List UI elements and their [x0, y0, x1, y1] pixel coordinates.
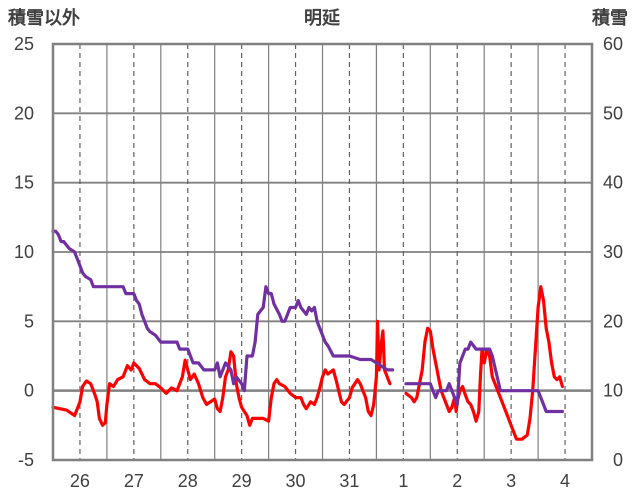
series-line-right	[404, 340, 565, 414]
left-tick-label: 5	[24, 311, 34, 331]
x-tick-label: 28	[178, 471, 198, 491]
left-axis-title: 積雪以外	[7, 7, 80, 28]
left-tick-label: 20	[14, 103, 34, 123]
x-tick-label: 3	[506, 471, 516, 491]
x-tick-label: 4	[560, 471, 570, 491]
left-tick-label: 10	[14, 242, 34, 262]
right-axis-title: 積雪	[591, 7, 628, 28]
plot-area-border	[51, 42, 594, 462]
left-tick-label: 25	[14, 34, 34, 54]
left-tick-label: 0	[24, 381, 34, 401]
x-tick-label: 29	[232, 471, 252, 491]
left-tick-label: 15	[14, 173, 34, 193]
left-tick-label: -5	[18, 450, 34, 470]
right-tick-label: 30	[603, 242, 623, 262]
x-tick-label: 31	[339, 471, 359, 491]
right-tick-label: 20	[603, 311, 623, 331]
right-tick-label: 40	[603, 173, 623, 193]
x-tick-label: 2	[452, 471, 462, 491]
series-line-right	[51, 229, 395, 393]
right-tick-label: 0	[613, 450, 623, 470]
x-tick-label: 1	[398, 471, 408, 491]
series-line-left	[51, 319, 392, 427]
right-tick-label: 50	[603, 103, 623, 123]
chart-title: 明延	[304, 8, 341, 28]
x-tick-label: 27	[124, 471, 144, 491]
x-tick-label: 26	[70, 471, 90, 491]
x-tick-label: 30	[286, 471, 306, 491]
series-line-left	[404, 285, 565, 441]
right-tick-label: 10	[603, 381, 623, 401]
right-tick-label: 60	[603, 34, 623, 54]
